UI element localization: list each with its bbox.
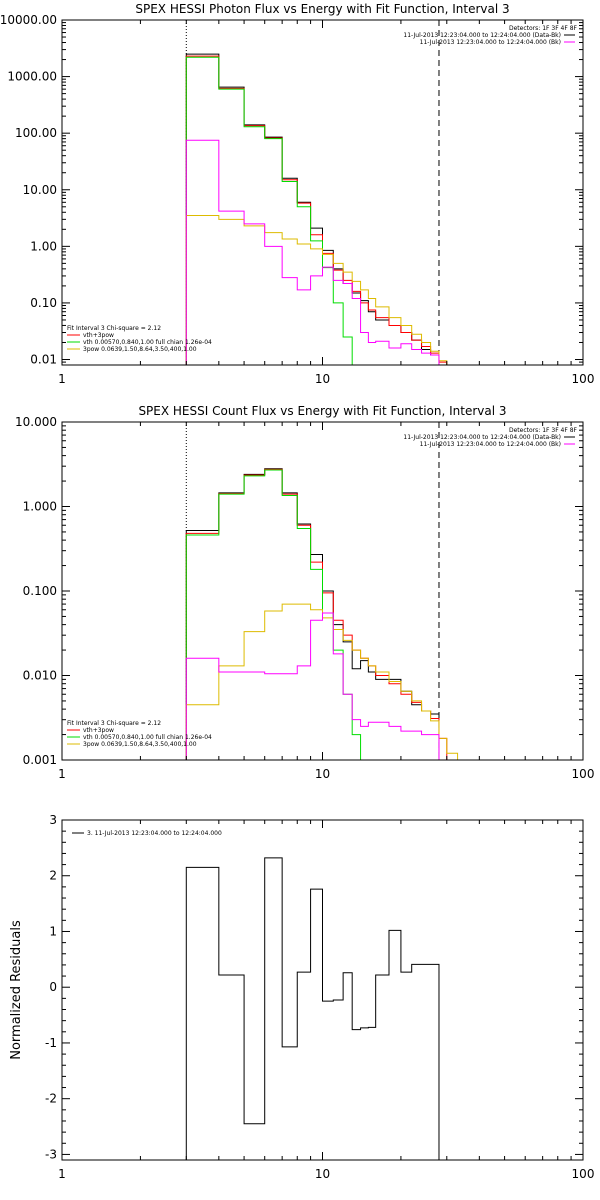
- legend-header: Fit Interval 3 Chi-square = 2.12: [67, 720, 161, 727]
- y-tick-label: 10000.00: [0, 13, 57, 27]
- chart-panel-2: SPEX HESSI Count Flux vs Energy with Fit…: [15, 404, 594, 781]
- series-line-4: [185, 215, 448, 365]
- legend-header: Detectors: 1F 3F 4F 8F: [509, 25, 578, 32]
- y-tick-label: -2: [45, 1092, 57, 1106]
- y-tick-label: 0.10: [30, 296, 57, 310]
- plot-frame: [61, 19, 584, 366]
- chart-panel-3: Normalized Residuals 1 10 100 -3 -2 -1 0 1 2 3 3. 1…: [9, 813, 594, 1181]
- series-line-5: [185, 139, 440, 365]
- series-line-1: [185, 468, 440, 760]
- y-tick-label: 100.00: [15, 126, 57, 140]
- y-tick-label: 1.000: [23, 500, 57, 514]
- y-tick-label: 10.00: [23, 183, 57, 197]
- x-tick-label: 100: [572, 767, 595, 781]
- x-tick-label: 100: [572, 372, 595, 386]
- legend-entry-label: vth+3pow: [83, 727, 114, 734]
- chart-title: SPEX HESSI Count Flux vs Energy with Fit…: [138, 404, 506, 418]
- y-tick-label: 1: [49, 924, 57, 938]
- legend-entry-label: 11-Jul-2013 12:23:04.000 to 12:24:04.000…: [403, 32, 561, 39]
- legend-entry-label: 3. 11-Jul-2013 12:23:04.000 to 12:24:04.…: [87, 830, 222, 837]
- legend-bottom-left: Fit Interval 3 Chi-square = 2.12vth+3pow…: [67, 720, 212, 748]
- plot-frame: [61, 421, 584, 761]
- legend-entry-label: 3pow 0.0639,1.50,8.64,3.50,400,1.00: [83, 346, 197, 353]
- x-tick-label: 10: [315, 1167, 330, 1181]
- legend-entry-label: 11-Jul-2013 12:23:04.000 to 12:24:04.000…: [403, 434, 561, 441]
- x-tick-label: 1: [58, 1167, 66, 1181]
- chart-panel-1: SPEX HESSI Photon Flux vs Energy with Fi…: [0, 2, 594, 386]
- plot-frame: [61, 819, 584, 1161]
- plot-area: [185, 20, 448, 365]
- y-tick-label: 0.010: [23, 669, 57, 683]
- y-tick-label: 0.01: [30, 353, 57, 367]
- y-tick-label: 1000.00: [7, 70, 57, 84]
- series-line-2: [185, 468, 448, 760]
- chart-title: SPEX HESSI Photon Flux vs Energy with Fi…: [135, 2, 509, 16]
- x-tick-label: 100: [572, 1167, 595, 1181]
- series-line-3: [185, 56, 353, 365]
- series-line-2: [185, 55, 448, 365]
- y-tick-label: -3: [45, 1147, 57, 1161]
- plot-area: [185, 422, 459, 760]
- legend-header: Detectors: 1F 3F 4F 8F: [509, 427, 578, 434]
- legend-entry-label: 3pow 0.0639,1.50,8.64,3.50,400,1.00: [83, 741, 197, 748]
- plot-area: [185, 857, 440, 1160]
- series-line-1: [185, 857, 440, 1160]
- y-tick-label: 0.001: [23, 753, 57, 767]
- y-axis-label: Normalized Residuals: [9, 920, 24, 1060]
- x-tick-label: 10: [315, 372, 330, 386]
- y-tick-label: 3: [49, 813, 57, 827]
- x-tick-label: 1: [58, 372, 66, 386]
- x-tick-label: 1: [58, 767, 66, 781]
- y-tick-label: 0.100: [23, 584, 57, 598]
- y-tick-label: 2: [49, 869, 57, 883]
- series-line-5: [185, 612, 440, 760]
- legend-entry-label: vth 0.00570,0.840,1.00 full chian 1.26e-…: [83, 339, 212, 346]
- legend-bottom-left: Fit Interval 3 Chi-square = 2.12vth+3pow…: [67, 325, 212, 353]
- x-tick-label: 10: [315, 767, 330, 781]
- legend-entry-label: 11-Jul-2013 12:23:04.000 to 12:24:04.000…: [420, 39, 561, 46]
- legend-entry-label: vth+3pow: [83, 332, 114, 339]
- series-line-4: [185, 603, 459, 760]
- y-tick-label: -1: [45, 1036, 57, 1050]
- legend-entry-label: 11-Jul-2013 12:23:04.000 to 12:24:04.000…: [420, 441, 561, 448]
- legend-entry-label: vth 0.00570,0.840,1.00 full chian 1.26e-…: [83, 734, 212, 741]
- legend-top-left: 3. 11-Jul-2013 12:23:04.000 to 12:24:04.…: [72, 830, 222, 837]
- y-tick-label: 10.000: [15, 415, 57, 429]
- series-line-3: [185, 469, 362, 760]
- legend-header: Fit Interval 3 Chi-square = 2.12: [67, 325, 161, 332]
- y-tick-label: 0: [49, 980, 57, 994]
- y-tick-label: 1.00: [30, 239, 57, 253]
